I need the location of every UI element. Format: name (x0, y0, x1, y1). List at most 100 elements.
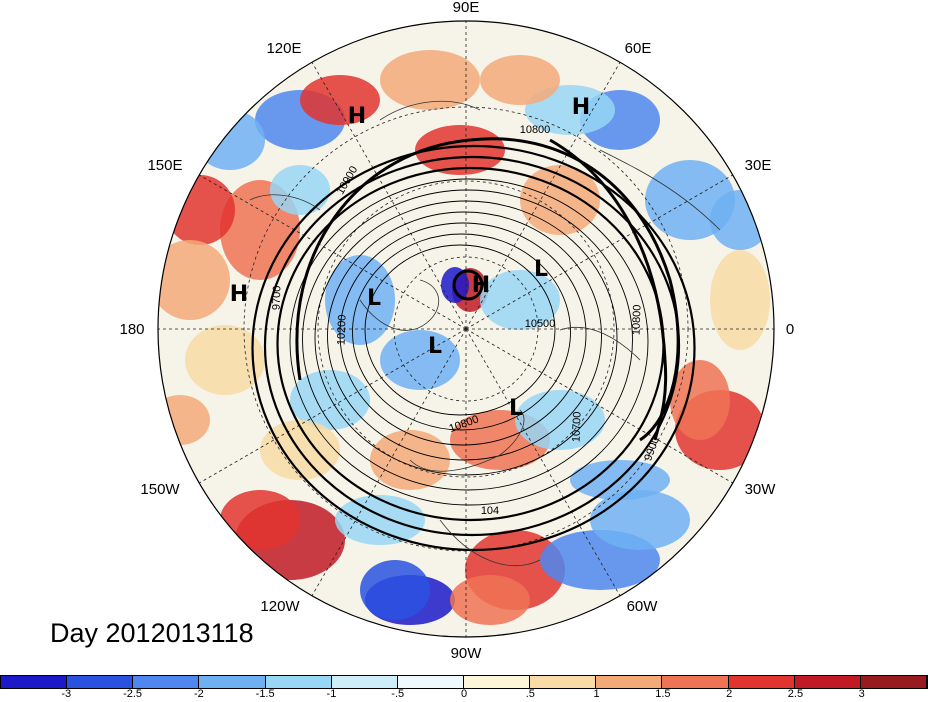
low-pressure-mark: L (534, 257, 548, 282)
contour-label: 9700 (271, 285, 284, 310)
anomaly-patch (185, 325, 265, 395)
colorbar-tick-label: 3 (858, 688, 865, 700)
colorbar-tick-label: .5 (525, 688, 535, 700)
colorbar (0, 675, 928, 689)
low-pressure-mark: L (367, 286, 381, 311)
longitude-label: 60W (627, 598, 659, 615)
coastline (599, 149, 721, 231)
anomaly-patch (360, 560, 430, 620)
colorbar-swatch (199, 676, 266, 688)
longitude-label: 150E (147, 157, 182, 174)
colorbar-tick-label: -3 (61, 688, 72, 700)
anomaly-patch (380, 330, 460, 390)
coastline (379, 100, 481, 121)
anomaly-patch (480, 55, 560, 105)
jet-contour (295, 137, 680, 442)
colorbar-swatch (530, 676, 597, 688)
graticule (158, 21, 774, 637)
height-contour (339, 222, 587, 446)
colorbar-swatch (397, 676, 464, 688)
coastlines (249, 100, 721, 567)
polar-stereographic-map: 90E 60E 30E 0 30W 60W 90W 120W 150W 180 150E 120E H… (119, 0, 794, 662)
height-contour (302, 189, 633, 491)
high-pressure-mark: H (572, 95, 590, 120)
longitude-label: 120W (260, 598, 300, 615)
longitude-label: 150W (140, 481, 180, 498)
colorbar-tick-label: 1.5 (655, 688, 671, 700)
colorbar-tick-label: 0 (460, 688, 468, 700)
height-contour (289, 178, 649, 506)
colorbar-tick-label: -1.5 (255, 688, 275, 700)
anomaly-patch (335, 495, 425, 545)
anomaly-patch (480, 270, 560, 330)
anomaly-patch (165, 175, 235, 245)
coastline (439, 519, 541, 567)
colorbar-tick-label: 2 (726, 688, 733, 700)
contour-label: 10700 (570, 411, 583, 442)
coastline (249, 194, 321, 211)
anomaly-patch (570, 460, 670, 500)
colorbar-swatch (463, 676, 531, 688)
colorbar-swatch (596, 676, 663, 688)
height-contour (251, 144, 696, 552)
low-pressure-mark: L (428, 334, 442, 359)
colorbar-swatch (331, 676, 398, 688)
low-pressure-mark: L (509, 396, 523, 421)
colorbar-tick-label: -.5 (391, 688, 405, 700)
height-contour (314, 200, 618, 476)
anomaly-patch (300, 75, 380, 125)
anomaly-patch (515, 390, 605, 450)
colorbar-swatch (265, 676, 332, 688)
colorbar-swatch (662, 676, 729, 688)
longitude-label: 90W (451, 645, 483, 662)
jet-contour (549, 138, 668, 441)
contour-label: 104 (481, 505, 499, 517)
longitude-label: 30E (745, 157, 772, 174)
height-contours (251, 137, 696, 552)
colorbar-tick-label: 2.5 (787, 688, 804, 700)
colorbar-swatch (67, 676, 134, 688)
anomaly-field (158, 50, 770, 625)
latitude-circle (243, 106, 689, 552)
map-boundary (157, 20, 775, 638)
cutoff-contour (452, 269, 484, 301)
latitude-circle (393, 256, 539, 402)
high-pressure-mark: H (230, 282, 248, 307)
longitude-labels: 90E 60E 30E 0 30W 60W 90W 120W 150W 180 150E 120E (119, 0, 794, 662)
colorbar-tick-label: -2 (193, 688, 204, 700)
anomaly-patch (380, 50, 480, 110)
contour-label: 10500 (525, 318, 556, 330)
colorbar-swatch (1, 676, 68, 688)
contour-label: 10800 (630, 304, 643, 335)
anomaly-patch (158, 395, 210, 445)
colorbar-swatch (794, 676, 861, 688)
colorbar-tick-label: -2.5 (123, 688, 143, 700)
colorbar-swatch (728, 676, 795, 688)
coastline (359, 279, 440, 331)
anomaly-patch (450, 575, 530, 625)
height-contour (364, 244, 556, 416)
anomaly-patch (520, 165, 600, 235)
high-pressure-mark: H (348, 104, 366, 129)
longitude-label: 0 (786, 321, 794, 338)
contour-label: 10200 (335, 314, 348, 345)
coastline (559, 326, 641, 361)
map-title: Day 2012013118 (50, 618, 254, 648)
colorbar-swatch (133, 676, 200, 688)
pressure-system-marks: H H H H L L L L (230, 95, 590, 421)
coastline (409, 409, 525, 472)
colorbar-ticks: -3 -2.5 -2 -1.5 -1 -.5 0 .5 1 1.5 2 2.5 3 (0, 688, 928, 702)
anomaly-patch (220, 490, 300, 550)
contour-label: 10800 (520, 124, 551, 136)
colorbar-tick-label: -1 (326, 688, 337, 700)
anomaly-patch (270, 165, 330, 215)
longitude-label: 180 (119, 321, 144, 338)
anomaly-patch (710, 250, 770, 350)
longitude-label: 120E (266, 40, 301, 57)
height-contour (327, 211, 602, 461)
latitude-circle (317, 180, 615, 478)
colorbar-tick-label: 1 (593, 688, 600, 700)
longitude-label: 90E (453, 0, 480, 16)
anomaly-patch (670, 360, 730, 440)
colorbar-swatch (860, 676, 927, 688)
